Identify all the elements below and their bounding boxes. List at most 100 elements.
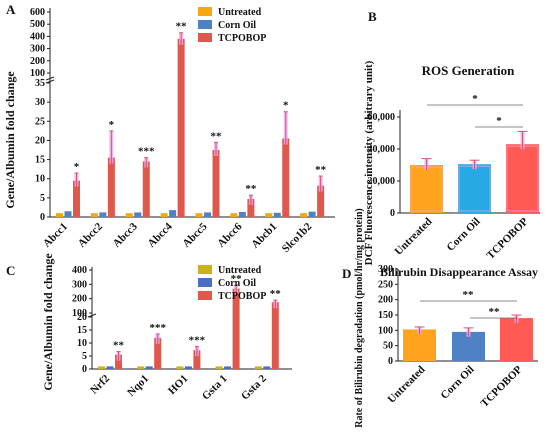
a-x-tick-label: Abcc2	[76, 220, 106, 250]
b-y-tick-label: 40,000	[368, 144, 396, 155]
b-error-bar	[469, 159, 480, 170]
d-y-tick-label: 250	[378, 279, 393, 290]
c-bar-gsta-1-corn-oil	[224, 366, 232, 369]
c-bar-nrf2-corn-oil	[106, 366, 114, 369]
legend-swatch-untreated	[198, 7, 212, 16]
c-bar-gsta-2-tcpobop	[271, 302, 279, 369]
b-error-bar	[517, 130, 528, 150]
c-bar-gsta-2-untreated	[254, 366, 262, 369]
d-y-tick-label: 200	[378, 295, 393, 306]
a-error-bar	[318, 175, 323, 192]
a-x-tick-label: Abcc4	[146, 220, 176, 250]
a-bar-abcc5-corn-oil	[204, 212, 211, 217]
a-error-bar	[214, 141, 218, 156]
a-error-bar	[283, 111, 288, 145]
a-y-tick-label: 600	[30, 7, 45, 18]
b-y-tick-label: 0	[390, 208, 395, 219]
c-error-bar	[194, 345, 199, 357]
a-y-tick-label: 25	[35, 116, 45, 127]
a-y-tick-label: 0	[40, 212, 45, 223]
a-axis-break	[45, 76, 55, 81]
a-bar-abcc6-untreated	[230, 213, 238, 217]
legend-swatch-corn-oil	[198, 278, 212, 287]
d-error-bar	[463, 327, 474, 337]
c-x-tick-label: Gsta 2	[239, 372, 269, 402]
c-significance-mark: **	[231, 273, 243, 285]
panel-letter-a: A	[6, 2, 16, 17]
legend-label: Corn Oil	[218, 278, 256, 289]
a-bar-slco1b2-corn-oil	[308, 211, 316, 217]
c-significance-mark: **	[113, 340, 125, 352]
c-x-tick-label: Nqo1	[125, 373, 151, 399]
a-significance-mark: ***	[138, 146, 155, 158]
d-x-tick-label: Corn Oil	[439, 364, 477, 402]
a-y-tick-label: 30	[35, 97, 45, 108]
a-bar-abcc1-corn-oil	[64, 211, 72, 217]
b-comparison-mark: *	[472, 93, 478, 105]
a-y-tick-label: 20	[35, 135, 45, 146]
b-bar-corn-oil	[458, 164, 491, 213]
c-y-tick-label: 100	[72, 308, 87, 319]
b-x-tick-label: TCPOBOP	[485, 215, 531, 261]
a-significance-mark: *	[74, 161, 80, 173]
c-y-tick-label: 10	[77, 338, 87, 349]
a-y-axis-title: Gene/Albumin fold change	[3, 71, 17, 209]
c-error-bar	[234, 284, 239, 295]
c-bar-nqo1-corn-oil	[145, 366, 153, 369]
c-error-bar	[273, 299, 278, 309]
d-error-bar	[511, 314, 522, 324]
c-significance-mark: ***	[149, 322, 166, 334]
c-y-tick-label: 5	[82, 351, 87, 362]
b-y-axis-title: DCF Fluorescence intensity (arbitrary un…	[363, 60, 375, 265]
a-bar-slco1b2-untreated	[300, 213, 308, 217]
d-y-tick-label: 0	[388, 356, 393, 367]
d-x-tick-label: Untreated	[386, 364, 428, 406]
b-error-bar	[421, 158, 432, 170]
panel-letter-d: D	[342, 266, 351, 281]
b-bar-tcpobop	[506, 144, 539, 213]
c-bar-nqo1-tcpobop	[154, 337, 162, 369]
a-significance-mark: *	[283, 100, 289, 112]
legend-label: Untreated	[218, 7, 262, 18]
d-y-axis-title: Rate of Bilirubin degradation (pmol/hr/m…	[354, 208, 365, 428]
legend-label: Corn Oil	[218, 20, 256, 31]
c-error-bar	[116, 351, 121, 361]
a-bar-abcc1-tcpobop	[73, 180, 80, 217]
a-bar-abcc5-tcpobop	[212, 150, 220, 217]
a-error-bar	[109, 130, 114, 164]
c-y-tick-label: 0	[82, 364, 87, 375]
b-comparison-mark: *	[496, 115, 502, 127]
c-error-bar	[155, 333, 160, 344]
a-x-tick-label: Slco1b2	[280, 220, 315, 255]
legend-label: TCPOBOP	[218, 291, 266, 302]
a-bar-abcc6-tcpobop	[247, 199, 255, 217]
a-y-tick-label: 5	[40, 193, 45, 204]
a-bar-abcc1-untreated	[56, 213, 63, 217]
a-x-tick-label: Abcc6	[215, 220, 245, 250]
c-bar-nrf2-tcpobop	[115, 354, 122, 369]
b-y-tick-label: 60,000	[368, 112, 396, 123]
d-y-tick-label: 300	[378, 264, 393, 275]
a-bar-abcc2-untreated	[90, 213, 98, 217]
c-x-tick-label: Gsta 1	[200, 373, 230, 403]
a-y-tick-label: 300	[30, 44, 45, 55]
a-y-tick-label: 500	[30, 19, 45, 30]
legend-swatch-tcpobop	[198, 291, 212, 300]
a-y-tick-label: 400	[30, 31, 45, 42]
b-y-tick-label: 20,000	[368, 176, 396, 187]
b-chart-title: ROS Generation	[422, 63, 516, 78]
d-chart-title: Bilirubin Disappearance Assay	[380, 265, 538, 279]
a-y-tick-label: 35	[35, 78, 45, 89]
c-y-tick-label: 400	[72, 265, 87, 276]
a-significance-mark: *	[109, 119, 115, 131]
c-bar-nqo1-untreated	[137, 366, 145, 369]
a-bar-abcb1-untreated	[265, 213, 273, 217]
a-x-tick-label: Abcc3	[111, 220, 141, 250]
a-x-tick-label: Abcc5	[180, 220, 210, 250]
legend-swatch-corn-oil	[198, 20, 212, 29]
a-bar-abcc2-corn-oil	[99, 212, 107, 217]
d-comparison-mark: **	[463, 289, 475, 301]
c-bar-ho1-tcpobop	[193, 350, 201, 369]
a-error-bar	[248, 194, 253, 206]
